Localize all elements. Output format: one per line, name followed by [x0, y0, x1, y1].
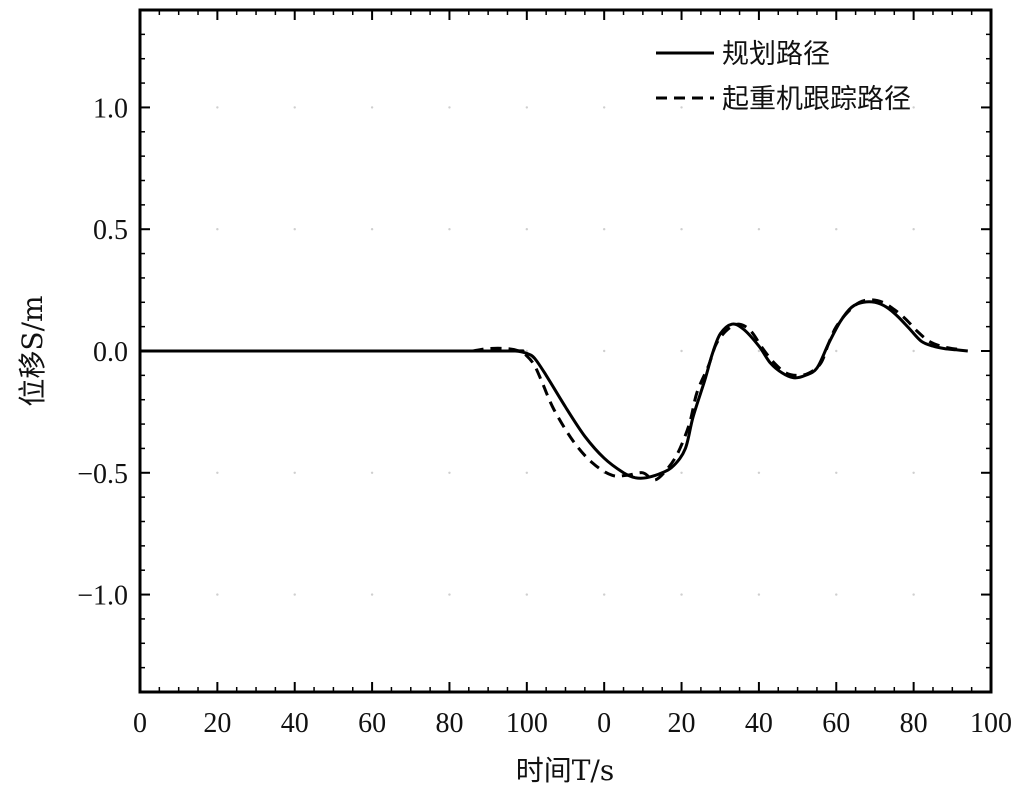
- legend-label-tracking: 起重机跟踪路径: [722, 84, 911, 115]
- grid-dot: [370, 593, 374, 596]
- grid-dot: [757, 228, 761, 231]
- y-tick-label: 0.0: [93, 337, 128, 368]
- series-line-tracking: [472, 298, 965, 482]
- series-layer: [139, 298, 968, 482]
- grid-dot: [293, 593, 296, 596]
- grid-dot: [370, 106, 374, 109]
- grid-dot: [370, 471, 374, 474]
- grid-dot: [757, 593, 761, 596]
- grid-dot: [602, 228, 606, 231]
- grid-dot: [370, 228, 374, 231]
- grid-dot: [757, 471, 761, 474]
- grid-dot: [835, 593, 838, 596]
- tick-layer: [139, 9, 992, 693]
- y-tick-label: 1.0: [93, 93, 128, 124]
- grid-dot: [525, 106, 529, 109]
- grid-dot: [293, 471, 296, 474]
- x-tick-label: 0: [133, 708, 147, 739]
- x-tick-label: 20: [668, 708, 696, 739]
- grid-dot: [448, 593, 451, 596]
- series-line-planned: [139, 300, 968, 480]
- x-tick-label: 60: [358, 708, 386, 739]
- y-tick-label: −0.5: [77, 459, 128, 490]
- x-tick-label: 80: [435, 708, 463, 739]
- grid-dot: [293, 228, 296, 231]
- grid-dot: [680, 349, 683, 353]
- grid-dot: [680, 471, 683, 474]
- grid-dot: [912, 593, 915, 596]
- grid-dot: [216, 228, 219, 231]
- grid-dot: [912, 471, 915, 474]
- grid-dot: [216, 593, 219, 596]
- tick-label-layer: 0 20 40 60 80 100 0 20 40 60 80 100 1.0 0.5 0.0 −0.5 −1.…: [77, 93, 1012, 739]
- grid-dot: [602, 593, 606, 596]
- grid-dot: [835, 471, 838, 474]
- grid-dot: [448, 106, 451, 109]
- grid-dot: [602, 349, 606, 353]
- x-tick-label: 80: [900, 708, 928, 739]
- grid-dot: [912, 228, 915, 231]
- legend: 规划路径 起重机跟踪路径: [656, 39, 911, 115]
- grid-dot: [680, 228, 683, 231]
- grid-dot: [835, 228, 838, 231]
- grid-dot: [216, 471, 219, 474]
- grid-dot: [757, 349, 761, 353]
- legend-label-planned: 规划路径: [722, 39, 830, 70]
- x-tick-label: 100: [970, 708, 1012, 739]
- grid-dot: [835, 349, 838, 353]
- grid-dot: [216, 106, 219, 109]
- y-tick-label: −1.0: [77, 581, 128, 612]
- x-tick-label: 40: [281, 708, 309, 739]
- x-tick-label: 40: [745, 708, 773, 739]
- x-tick-label: 100: [506, 708, 548, 739]
- grid-dot: [525, 228, 529, 231]
- grid-dot: [602, 106, 606, 109]
- y-axis-label: 位移S/m: [16, 295, 49, 406]
- grid-dot: [293, 106, 296, 109]
- grid-dot: [525, 593, 529, 596]
- x-tick-label: 0: [597, 708, 611, 739]
- grid-dot: [680, 593, 683, 596]
- grid-dot: [448, 471, 451, 474]
- x-tick-label: 60: [822, 708, 850, 739]
- grid-dot: [912, 106, 915, 109]
- x-axis-label: 时间T/s: [516, 754, 614, 787]
- grid-dot: [912, 349, 915, 353]
- grid-dot: [525, 471, 529, 474]
- grid-dot: [757, 106, 761, 109]
- y-tick-label: 0.5: [93, 215, 128, 246]
- grid-dot: [448, 228, 451, 231]
- grid-dot: [835, 106, 838, 109]
- x-tick-label: 20: [203, 708, 231, 739]
- grid-dot: [680, 106, 683, 109]
